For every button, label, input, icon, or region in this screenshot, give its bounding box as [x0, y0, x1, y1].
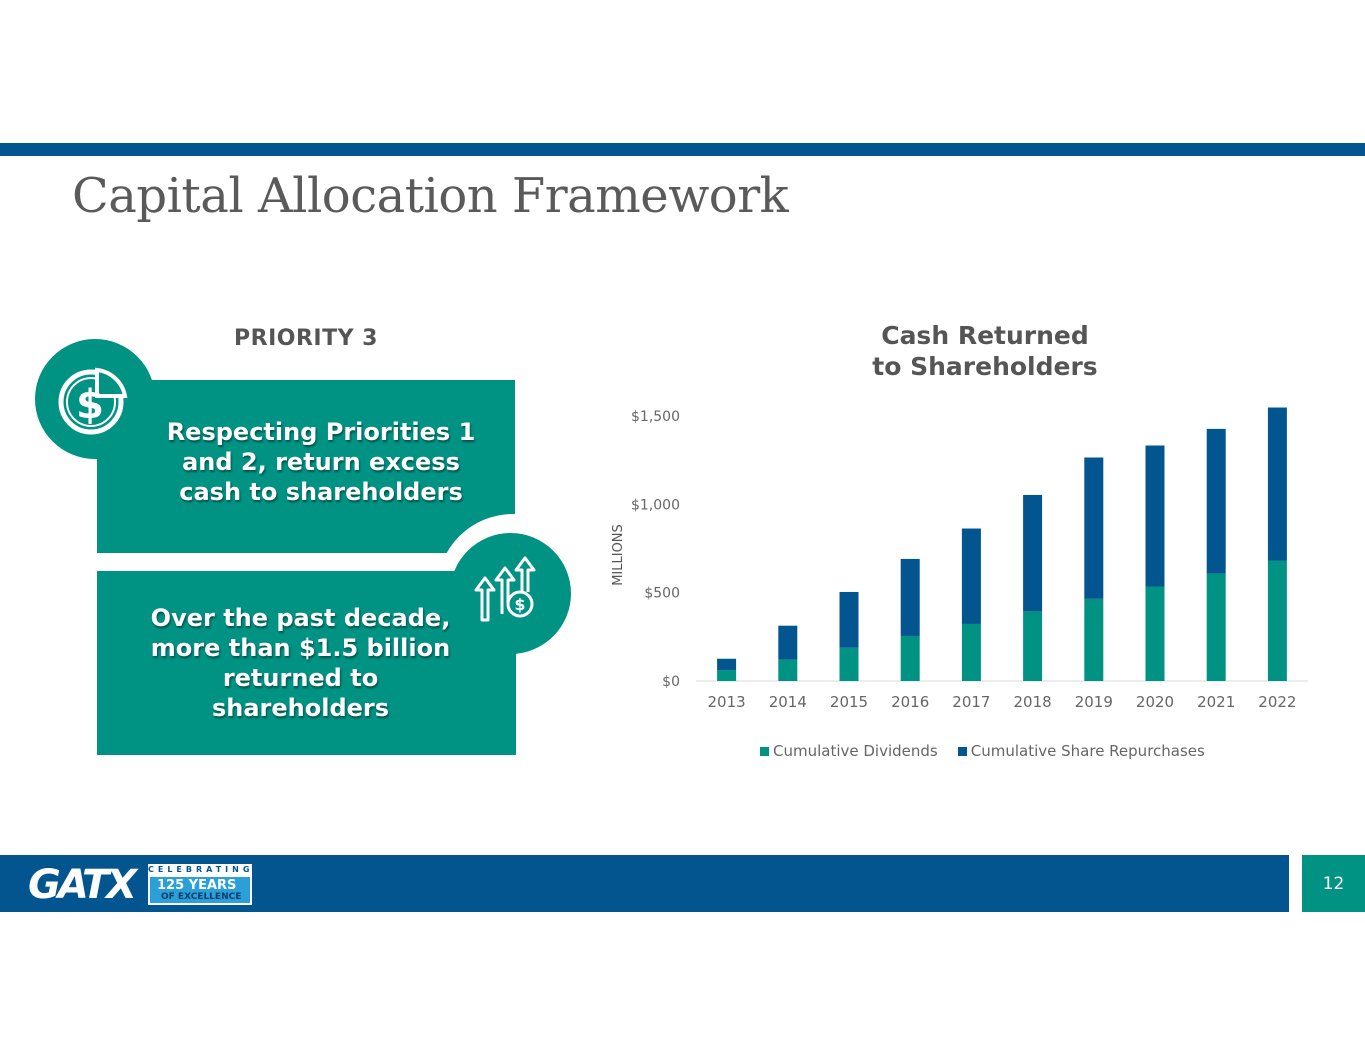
bar-repurchases	[1084, 457, 1104, 599]
badge-celebrating-text: CELEBRATING	[148, 865, 254, 874]
y-tick-label: $0	[662, 674, 680, 690]
x-tick-label: 2013	[708, 693, 746, 711]
bar-repurchases	[839, 591, 859, 648]
x-tick-label: 2018	[1014, 693, 1052, 711]
legend-entry-dividends: Cumulative Dividends	[760, 742, 938, 760]
bar-dividends	[1023, 611, 1043, 681]
growth-arrows-dollar-icon: $	[474, 556, 536, 622]
bar-dividends	[900, 635, 920, 681]
svg-text:$: $	[76, 382, 104, 428]
legend-swatch-repurchases	[957, 746, 967, 756]
legend-entry-repurchases: Cumulative Share Repurchases	[957, 742, 1205, 760]
cash-returned-chart: $0 $500 $1,000 $1,500 MILLIONS 2013 2014 2015 20…	[611, 407, 1308, 711]
chart-title-line-2: to Shareholders	[872, 352, 1098, 381]
legend-label-dividends: Cumulative Dividends	[773, 742, 938, 760]
bar-dividends	[1145, 586, 1165, 681]
y-tick-label: $1,000	[631, 497, 680, 513]
badge-excellence-text: OF EXCELLENCE	[161, 892, 242, 902]
bar-repurchases	[1267, 407, 1287, 561]
bar-dividends	[1267, 560, 1287, 681]
chart-legend: Cumulative Dividends Cumulative Share Re…	[760, 742, 1225, 760]
bar-dividends	[961, 623, 981, 681]
bar-repurchases	[1145, 445, 1165, 587]
chart-title-line-1: Cash Returned	[881, 321, 1089, 350]
x-tick-label: 2017	[952, 693, 990, 711]
dollar-circle-badge	[35, 339, 155, 459]
priority-panel-2-text: Over the past decade, more than $1.5 bil…	[150, 604, 451, 722]
priority-panel-1-text: Respecting Priorities 1 and 2, return ex…	[166, 417, 476, 506]
y-axis-label: MILLIONS	[611, 524, 626, 586]
top-accent-bar	[0, 143, 1365, 156]
priority-panel-2: Over the past decade, more than $1.5 bil…	[97, 571, 516, 755]
bar-repurchases	[717, 658, 737, 671]
bar-repurchases	[961, 528, 981, 624]
x-tick-label: 2020	[1136, 693, 1174, 711]
bar-repurchases	[900, 558, 920, 636]
bar-dividends	[839, 647, 859, 681]
legend-swatch-dividends	[760, 746, 769, 756]
bar-dividends	[778, 659, 798, 681]
gatx-logo: GATX	[28, 862, 137, 908]
chart-title: Cash Returned to Shareholders	[820, 320, 1150, 382]
x-tick-label: 2019	[1075, 693, 1113, 711]
growth-circle-badge	[450, 533, 571, 654]
priority-heading: PRIORITY 3	[234, 326, 378, 351]
bar-dividends	[1206, 573, 1226, 681]
x-tick-label: 2014	[769, 693, 807, 711]
priority-panel-1: Respecting Priorities 1 and 2, return ex…	[97, 380, 515, 553]
anniversary-badge: CELEBRATING 125 YEARS OF EXCELLENCE	[148, 864, 252, 905]
bar-dividends	[717, 670, 737, 681]
page-number: 12	[1302, 855, 1365, 912]
legend-label-repurchases: Cumulative Share Repurchases	[970, 742, 1205, 760]
y-tick-label: $1,500	[631, 409, 680, 425]
badge-years-box: 125 YEARS OF EXCELLENCE	[150, 877, 250, 903]
page-title: Capital Allocation Framework	[72, 168, 789, 224]
bar-repurchases	[778, 625, 798, 660]
x-tick-label: 2016	[891, 693, 929, 711]
badge-years-text: 125 YEARS	[157, 878, 237, 893]
bar-dividends	[1084, 598, 1104, 681]
x-tick-label: 2015	[830, 693, 868, 711]
x-tick-label: 2022	[1258, 693, 1296, 711]
x-tick-label: 2021	[1197, 693, 1235, 711]
svg-text:$: $	[514, 595, 525, 614]
bar-repurchases	[1023, 494, 1043, 612]
dollar-pie-icon: $	[58, 367, 128, 435]
bar-repurchases	[1206, 428, 1226, 574]
y-tick-label: $500	[644, 586, 680, 602]
